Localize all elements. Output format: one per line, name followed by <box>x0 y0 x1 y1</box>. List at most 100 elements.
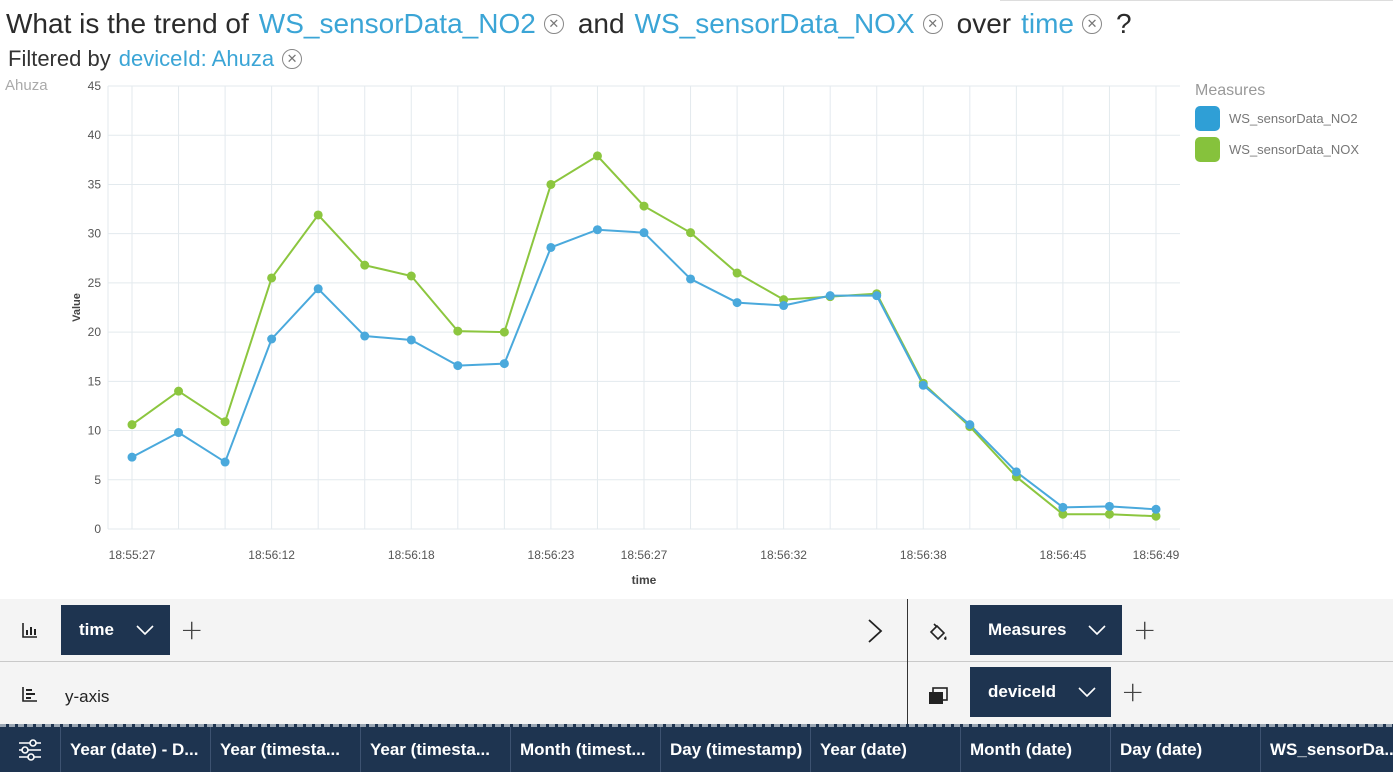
data-point-no2 <box>127 452 137 462</box>
add-x-axis-plus-icon[interactable]: + <box>180 613 204 646</box>
legend: Measures WS_sensorData_NO2 WS_sensorData… <box>1195 82 1359 162</box>
table-column-header[interactable]: Year (timesta... <box>360 727 510 772</box>
data-point-nox <box>453 326 463 336</box>
paint-bucket-icon <box>926 620 950 644</box>
data-point-nox <box>313 210 323 220</box>
line-chart: 0 5 10 15 20 25 30 35 40 45 18:55:27 18:56:12 18:56:… <box>5 77 1180 587</box>
table-column-header[interactable]: Month (timest... <box>510 727 660 772</box>
y-tick-label: 5 <box>94 473 101 487</box>
question-title: What is the trend of WS_sensorData_NO2 ✕… <box>6 4 1132 44</box>
remove-time-icon[interactable]: ✕ <box>1082 14 1103 34</box>
add-detail-plus-icon[interactable]: + <box>1121 675 1145 708</box>
chevron-down-icon[interactable] <box>1078 687 1096 697</box>
table-column-header[interactable]: Year (date) <box>810 727 960 772</box>
detail-pill-label: deviceId <box>988 682 1057 701</box>
x-axis-label: time <box>632 573 657 587</box>
data-point-no2 <box>592 225 602 235</box>
data-point-no2 <box>686 274 696 284</box>
color-pill-measures[interactable]: Measures <box>970 605 1122 655</box>
data-point-nox <box>499 327 509 337</box>
remove-nox-icon[interactable]: ✕ <box>922 14 943 34</box>
title-suffix: ? <box>1116 8 1132 39</box>
legend-item-nox[interactable]: WS_sensorData_NOX <box>1195 137 1359 162</box>
x-tick-label: 18:56:38 <box>900 548 947 562</box>
x-axis-pill-label: time <box>79 620 114 639</box>
chevron-down-icon[interactable] <box>136 625 154 635</box>
filter-token[interactable]: deviceId: Ahuza <box>118 46 275 71</box>
x-tick-label: 18:56:12 <box>248 548 295 562</box>
data-point-nox <box>686 228 696 238</box>
title-and: and <box>577 8 625 39</box>
table-column-header[interactable]: Day (timestamp) <box>660 727 810 772</box>
y-axis-placeholder[interactable]: y-axis <box>65 687 110 706</box>
legend-item-no2[interactable]: WS_sensorData_NO2 <box>1195 106 1359 131</box>
table-column-header[interactable]: Month (date) <box>960 727 1110 772</box>
data-point-nox <box>1058 509 1068 519</box>
add-color-plus-icon[interactable]: + <box>1133 613 1157 646</box>
x-axis-pill-time[interactable]: time <box>61 605 170 655</box>
column-settings-sliders-icon[interactable] <box>0 727 60 772</box>
table-column-header[interactable]: Year (timesta... <box>210 727 360 772</box>
data-point-no2 <box>546 242 556 252</box>
data-point-no2 <box>360 331 370 341</box>
title-prefix: What is the trend of <box>6 8 249 39</box>
x-tick-label: 18:56:18 <box>388 548 435 562</box>
x-tick-label: 18:56:27 <box>621 548 668 562</box>
data-point-no2 <box>779 301 789 311</box>
filter-label: Filtered by <box>8 46 111 71</box>
y-axis-shelf <box>0 662 1393 724</box>
panel-label: Ahuza <box>5 77 48 94</box>
table-column-header[interactable]: Year (date) - D... <box>60 727 210 772</box>
legend-label-no2: WS_sensorData_NO2 <box>1229 111 1358 126</box>
x-axis-shelf <box>0 599 1393 662</box>
data-point-no2 <box>1058 502 1068 512</box>
data-point-nox <box>1104 509 1114 519</box>
data-point-no2 <box>965 420 975 430</box>
top-border <box>1000 0 1393 1</box>
remove-filter-icon[interactable]: ✕ <box>282 49 303 69</box>
data-point-nox <box>174 386 184 396</box>
y-tick-label: 40 <box>88 128 102 142</box>
remove-no2-icon[interactable]: ✕ <box>543 14 564 34</box>
table-resize-handle[interactable] <box>0 724 1393 727</box>
x-axis-bar-chart-icon <box>18 618 42 642</box>
data-point-no2 <box>1011 467 1021 477</box>
data-point-no2 <box>872 291 882 301</box>
data-point-nox <box>732 268 742 278</box>
title-token-nox[interactable]: WS_sensorData_NOX <box>634 8 915 39</box>
data-point-nox <box>360 260 370 270</box>
data-point-no2 <box>313 284 323 294</box>
title-over: over <box>956 8 1012 39</box>
legend-label-nox: WS_sensorData_NOX <box>1229 142 1360 157</box>
data-point-nox <box>639 201 649 211</box>
data-point-no2 <box>639 228 649 238</box>
shelf-divider <box>907 599 908 724</box>
data-point-nox <box>220 417 230 427</box>
y-tick-label: 30 <box>88 227 102 241</box>
title-token-time[interactable]: time <box>1021 8 1075 39</box>
y-axis-bar-chart-icon <box>18 682 42 706</box>
x-tick-label: 18:56:23 <box>528 548 575 562</box>
table-column-header[interactable]: Day (date) <box>1110 727 1260 772</box>
y-tick-label: 45 <box>88 79 102 93</box>
filter-row: Filtered by deviceId: Ahuza ✕ <box>8 46 303 72</box>
x-tick-label: 18:56:45 <box>1040 548 1087 562</box>
data-point-nox <box>546 179 556 189</box>
data-point-no2 <box>453 361 463 371</box>
data-point-nox <box>406 271 416 281</box>
x-tick-label: 18:56:49 <box>1133 548 1180 562</box>
data-point-no2 <box>220 457 230 467</box>
legend-title: Measures <box>1195 82 1266 99</box>
data-point-no2 <box>499 359 509 369</box>
data-point-no2 <box>732 298 742 308</box>
chevron-down-icon[interactable] <box>1088 625 1107 635</box>
title-token-no2[interactable]: WS_sensorData_NO2 <box>258 8 536 39</box>
data-point-no2 <box>1104 501 1114 511</box>
detail-pill-deviceid[interactable]: deviceId <box>970 667 1111 717</box>
chevron-right-icon[interactable] <box>866 618 884 649</box>
table-column-header[interactable]: WS_sensorDa... <box>1260 727 1393 772</box>
color-pill-label: Measures <box>988 620 1067 639</box>
y-tick-label: 35 <box>88 177 102 191</box>
y-tick-label: 20 <box>88 325 102 339</box>
data-point-no2 <box>825 291 835 301</box>
